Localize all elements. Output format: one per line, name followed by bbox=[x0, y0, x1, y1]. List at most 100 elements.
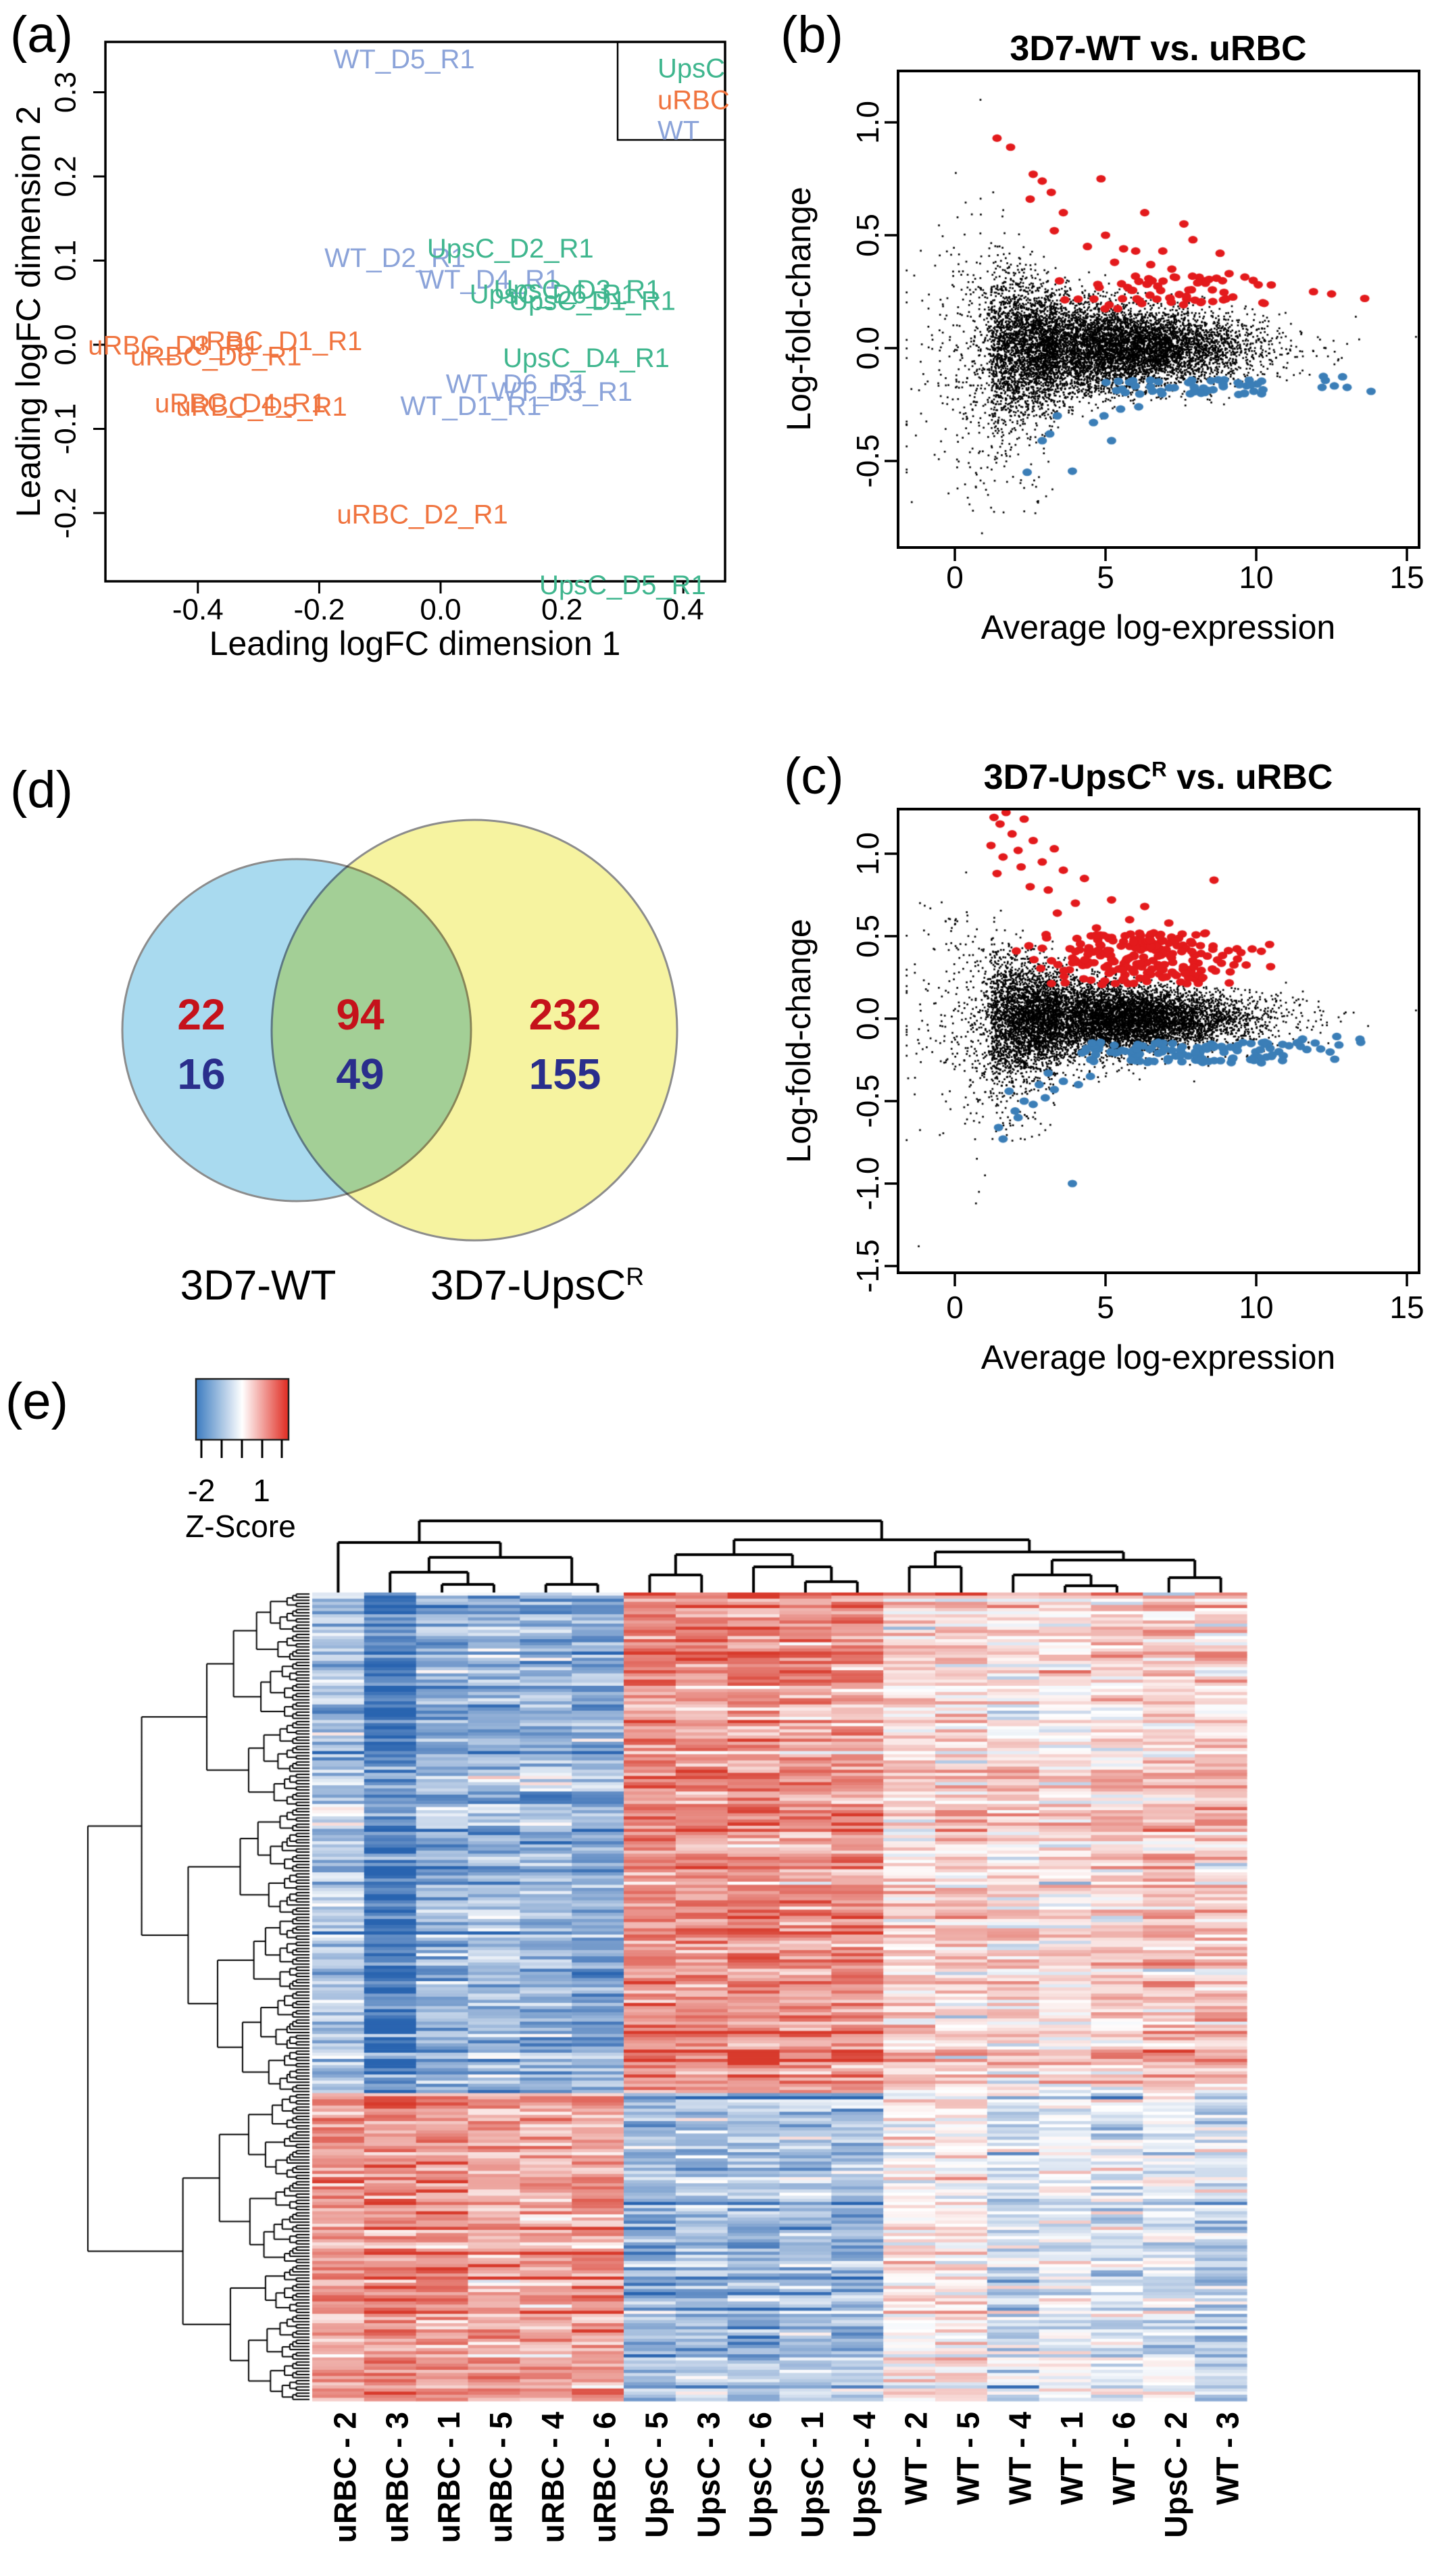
heatmap-column-label-WT-5: WT - 5 bbox=[951, 2412, 986, 2505]
sample-label-uRBC_D1_R1: uRBC_D1_R1 bbox=[191, 326, 362, 356]
zscore-colorbar bbox=[195, 1378, 290, 1441]
panel-letter-a: (a) bbox=[10, 6, 73, 64]
panel-letter-c: (c) bbox=[784, 748, 844, 805]
sample-label-uRBC_D6_R1: uRBC_D6_R1 bbox=[130, 341, 301, 371]
panel-a-y-tick-label: -0.2 bbox=[49, 487, 82, 539]
heatmap-column-label-UpsC-2: UpsC - 2 bbox=[1158, 2412, 1193, 2538]
sample-label-WT_D3_R1: WT_D3_R1 bbox=[491, 377, 633, 407]
heatmap-column-label-UpsC-6: UpsC - 6 bbox=[743, 2412, 778, 2538]
heatmap-column-label-uRBC-1: uRBC - 1 bbox=[431, 2412, 466, 2543]
sample-label-uRBC_D4_R1: uRBC_D4_R1 bbox=[155, 389, 326, 418]
panel-a-x-axis-label: Leading logFC dimension 1 bbox=[209, 625, 621, 662]
panel-c-title-sup: R bbox=[1151, 757, 1167, 781]
zscore-tick-label-1: 1 bbox=[253, 1473, 270, 1508]
venn-diagram bbox=[121, 819, 678, 1242]
sample-label-UpsC_D1_R1: UpsC_D1_R1 bbox=[509, 286, 676, 316]
sample-label-UpsC_D3_R1: UpsC_D3_R1 bbox=[494, 275, 661, 305]
ma-y-tick-label: 1.0 bbox=[850, 101, 885, 144]
heatmap-column-label-WT-3: WT - 3 bbox=[1210, 2412, 1245, 2505]
panel-a-legend-box bbox=[616, 41, 726, 141]
sample-label-uRBC_D2_R1: uRBC_D2_R1 bbox=[337, 500, 507, 530]
sample-label-UpsC_D4_R1: UpsC_D4_R1 bbox=[503, 343, 670, 373]
panel-a-plot-box bbox=[104, 41, 726, 583]
ma-x-tick-label: 15 bbox=[1389, 560, 1424, 595]
ma-y-tick-label: -0.5 bbox=[850, 1074, 885, 1127]
heatmap-column-label-UpsC-3: UpsC - 3 bbox=[691, 2412, 726, 2538]
panel-letter-b: (b) bbox=[780, 6, 843, 64]
heatmap-column-label-uRBC-4: uRBC - 4 bbox=[535, 2412, 570, 2544]
heatmap-column-label-WT-4: WT - 4 bbox=[1002, 2412, 1037, 2505]
panel-a-y-tick-label: -0.1 bbox=[49, 404, 82, 455]
heatmap-column-label-UpsC-4: UpsC - 4 bbox=[847, 2412, 882, 2538]
ma-y-tick-label: 1.0 bbox=[850, 832, 885, 875]
venn-count-wt-up: 22 bbox=[177, 990, 226, 1039]
venn-count-wt-down: 16 bbox=[177, 1050, 226, 1098]
ma-x-tick-label: 5 bbox=[1097, 1290, 1114, 1325]
heatmap-column-label-UpsC-1: UpsC - 1 bbox=[795, 2412, 830, 2538]
venn-set-label-upsc-text: 3D7-UpsC bbox=[430, 1262, 626, 1309]
panel-c-title-post: vs. uRBC bbox=[1166, 758, 1333, 797]
panel-a-y-tick-label: 0.3 bbox=[49, 72, 82, 113]
panel-c-title: 3D7-UpsCR vs. uRBC bbox=[984, 757, 1333, 798]
ma-y-tick-label: 0.5 bbox=[850, 915, 885, 958]
sample-label-UpsC_D2_R1: UpsC_D2_R1 bbox=[427, 234, 594, 264]
panel-c-title-pre: 3D7-UpsC bbox=[983, 758, 1152, 797]
sample-label-WT_D1_R1: WT_D1_R1 bbox=[400, 391, 541, 421]
ma-x-tick-label: 5 bbox=[1097, 560, 1114, 595]
panel-c-x-axis-label: Average log-expression bbox=[981, 1338, 1336, 1376]
heatmap-column-label-uRBC-2: uRBC - 2 bbox=[328, 2412, 363, 2543]
panel-b-y-axis-label: Log-fold-change bbox=[780, 187, 818, 431]
ma-plot-box bbox=[897, 70, 1420, 549]
ma-x-tick-label: 10 bbox=[1239, 560, 1273, 595]
ma-x-tick-label: 0 bbox=[946, 560, 964, 595]
heatmap-column-label-UpsC-5: UpsC - 5 bbox=[639, 2412, 674, 2538]
panel-a-x-tick-label: 0.2 bbox=[541, 593, 582, 627]
ma-y-tick-label: -1.0 bbox=[850, 1157, 885, 1210]
ma-x-tick-label: 10 bbox=[1239, 1290, 1273, 1325]
legend-entry-WT: WT bbox=[658, 116, 699, 146]
sample-label-UpsC_D6_R1: UpsC_D6_R1 bbox=[470, 279, 637, 309]
venn-set-label-wt: 3D7-WT bbox=[180, 1262, 337, 1309]
ma-x-tick-label: 0 bbox=[946, 1290, 964, 1325]
venn-circle-upsc bbox=[270, 819, 678, 1242]
panel-a-x-tick-label: -0.4 bbox=[172, 593, 224, 627]
panel-a-y-axis-label: Leading logFC dimension 2 bbox=[9, 105, 47, 518]
ma-y-tick-label: 0.0 bbox=[850, 997, 885, 1040]
sample-label-WT_D5_R1: WT_D5_R1 bbox=[334, 45, 475, 74]
sample-label-UpsC_D5_R1: UpsC_D5_R1 bbox=[539, 570, 706, 600]
zscore-tick-label-neg2: -2 bbox=[187, 1473, 216, 1508]
panel-a-y-tick-label: 0.1 bbox=[49, 240, 82, 281]
ma-y-tick-label: 0.0 bbox=[850, 326, 885, 370]
venn-count-upsc-down: 155 bbox=[528, 1050, 601, 1098]
zscore-legend-title: Z-Score bbox=[185, 1509, 296, 1544]
ma-plot-box bbox=[897, 808, 1420, 1274]
panel-b-x-axis-label: Average log-expression bbox=[981, 608, 1336, 646]
heatmap-column-label-uRBC-5: uRBC - 5 bbox=[483, 2412, 518, 2543]
panel-letter-e: (e) bbox=[5, 1373, 68, 1430]
heatmap-column-label-uRBC-3: uRBC - 3 bbox=[379, 2412, 414, 2543]
sample-label-uRBC_D5_R1: uRBC_D5_R1 bbox=[176, 392, 347, 422]
venn-count-shared-up: 94 bbox=[336, 990, 385, 1039]
panel-c-y-axis-label: Log-fold-change bbox=[780, 919, 818, 1163]
heatmap-column-label-WT-6: WT - 6 bbox=[1106, 2412, 1141, 2505]
panel-a-y-tick-label: 0.2 bbox=[49, 155, 82, 197]
ma-y-tick-label: -0.5 bbox=[850, 434, 885, 487]
ma-y-tick-label: -1.5 bbox=[850, 1239, 885, 1292]
panel-a-x-tick-label: 0.0 bbox=[420, 593, 461, 627]
legend-entry-UpsC: UpsC bbox=[658, 54, 725, 84]
legend-entry-uRBC: uRBC bbox=[658, 86, 730, 116]
ma-y-tick-label: 0.5 bbox=[850, 214, 885, 257]
panel-letter-d: (d) bbox=[10, 761, 73, 819]
heatmap-column-label-uRBC-6: uRBC - 6 bbox=[587, 2412, 622, 2543]
heatmap-column-label-WT-2: WT - 2 bbox=[899, 2412, 934, 2505]
sample-label-WT_D2_R1: WT_D2_R1 bbox=[324, 243, 466, 273]
sample-label-WT_D4_R1: WT_D4_R1 bbox=[418, 265, 560, 295]
panel-a-x-tick-label: 0.4 bbox=[663, 593, 704, 627]
heatmap-column-label-WT-1: WT - 1 bbox=[1054, 2412, 1089, 2505]
sample-label-WT_D6_R1: WT_D6_R1 bbox=[446, 370, 587, 399]
venn-set-label-upsc: 3D7-UpsCR bbox=[430, 1262, 644, 1310]
sample-label-uRBC_D3_R1: uRBC_D3_R1 bbox=[88, 331, 259, 360]
